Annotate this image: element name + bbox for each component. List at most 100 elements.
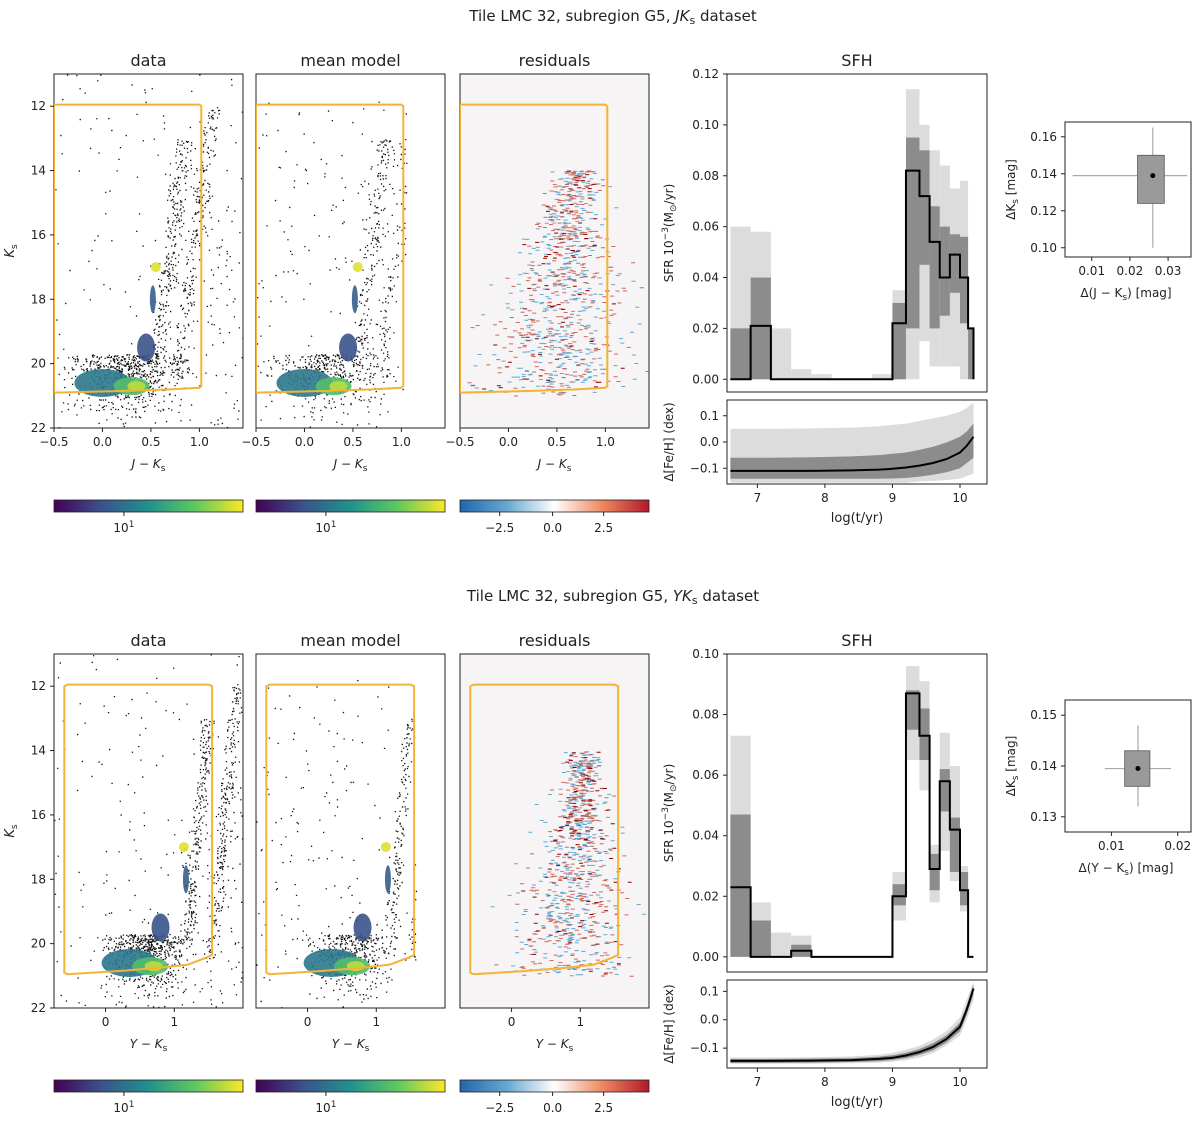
xlabel-band1: Y	[130, 1037, 139, 1051]
xlabel-band2: K	[357, 1037, 366, 1051]
sfr-band-inner	[968, 328, 974, 380]
colorbar-base: 10	[315, 521, 330, 535]
sfr-band-inner	[919, 708, 930, 760]
colorbar-residuals: −2.5 0.0 2.5	[459, 499, 650, 535]
colorbar-data: 101	[53, 1079, 244, 1115]
panel-title-dataset: JK	[672, 7, 690, 25]
x-tick-label: −0.5	[39, 435, 68, 449]
sfr-band-inner	[949, 817, 960, 873]
y-tick-label: 20	[31, 937, 46, 951]
cmd-title: residuals	[519, 631, 591, 650]
x-tick-label: 1.0	[190, 435, 209, 449]
age-x-tick-label: 9	[889, 1075, 897, 1089]
xlabel-band2: K	[155, 1037, 164, 1051]
sfr-y-tick-label: 0.06	[692, 220, 719, 234]
density-region	[351, 285, 358, 314]
errbox-ylabel-unit: [mag]	[1004, 736, 1018, 776]
sfh-frame	[726, 73, 988, 393]
x-tick-label: 0	[508, 1015, 516, 1029]
errbox-ylabel-text: ΔK	[1004, 203, 1018, 220]
feh-axes: −0.1 0.0 0.1 Δ[Fe/H] (dex) 7 8 9 10 log(t/yr)	[662, 399, 988, 526]
colorbar-base: 10	[113, 1101, 128, 1115]
colorbar-tick-label: 101	[315, 1100, 336, 1115]
sfr-ylabel-exp: −3	[661, 227, 671, 240]
errbox-x-tick-label: 0.01	[1078, 264, 1105, 278]
sfr-y-tick-label: 0.04	[692, 829, 719, 843]
xlabel-band2: K	[355, 457, 364, 471]
panel-title: Tile LMC 32, subregion G5, JKs dataset	[468, 7, 757, 27]
ylabel-band: K	[3, 828, 18, 838]
density-region	[151, 913, 170, 942]
selection-box	[256, 103, 405, 394]
cmd-frame	[53, 653, 244, 1009]
sfr-band-outer	[872, 374, 893, 380]
selection-box	[469, 683, 620, 976]
sfr-band-inner	[750, 277, 771, 380]
cmd-title: residuals	[519, 51, 591, 70]
xlabel-band2: K	[559, 457, 568, 471]
x-tick-label: 0	[304, 1015, 312, 1029]
sfr-y-tick-label: 0.02	[692, 889, 719, 903]
xlabel-sub: s	[569, 1044, 574, 1054]
sfh-frame	[726, 653, 988, 973]
sfr-y-tick-label: 0.08	[692, 708, 719, 722]
feh-line	[730, 988, 975, 1062]
panel-jks: Tile LMC 32, subregion G5, JKs datasetda…	[3, 7, 1192, 535]
x-tick-label: 0.5	[343, 435, 362, 449]
sfr-y-tick-label: 0.02	[692, 321, 719, 335]
panel-title-sub: s	[690, 14, 696, 27]
cmd-ylabel: Ks	[3, 244, 20, 258]
panel-title-end: dataset	[698, 587, 760, 605]
feh-y-tick-label: 0.0	[700, 435, 719, 449]
colorbar-bar	[255, 499, 446, 513]
colorbar-tick-label: 101	[113, 520, 134, 535]
sfh-axes: SFH 0.00 0.02 0.04 0.06 0.08 0.10 0.12 SFR 10−3(…	[661, 51, 988, 393]
cmd-content	[256, 101, 408, 428]
cmd-axes-data: data −0.5 0.0 0.5 1.0 J − Ks	[39, 51, 244, 474]
colorbar-base: 10	[315, 1101, 330, 1115]
colorbar-tick-label: 2.5	[594, 521, 613, 535]
error-box	[1137, 154, 1165, 204]
panel-title: Tile LMC 32, subregion G5, YKs dataset	[466, 587, 759, 607]
x-tick-label: 1	[576, 1015, 584, 1029]
colorbar-tick-label: −2.5	[485, 521, 514, 535]
xlabel-sub: s	[161, 464, 166, 474]
errbox-xlabel-text: Δ(Y − K	[1078, 861, 1125, 875]
y-tick-label: 18	[31, 872, 46, 886]
xlabel-minus: −	[339, 1037, 357, 1051]
xlabel-sub: s	[567, 464, 572, 474]
density-region	[329, 381, 348, 392]
x-tick-label: 0.0	[93, 435, 112, 449]
density-region	[127, 381, 146, 392]
feh-axes: −0.1 0.0 0.1 Δ[Fe/H] (dex) 7 8 9 10 log(t/yr)	[662, 979, 988, 1110]
y-tick-label: 16	[31, 808, 46, 822]
ylabel-sub: s	[10, 244, 20, 249]
cmd-xlabel: Y − Ks	[536, 1037, 574, 1054]
errbox-xlabel: Δ(J − Ks) [mag]	[1080, 286, 1171, 303]
errbox-xlabel: Δ(Y − Ks) [mag]	[1078, 861, 1173, 878]
feh-ylabel: Δ[Fe/H] (dex)	[662, 402, 676, 481]
feh-band-outer	[730, 981, 974, 1064]
selection-box	[265, 683, 416, 976]
sfr-y-tick-label: 0.08	[692, 169, 719, 183]
feh-frame	[726, 979, 988, 1069]
y-tick-label: 22	[31, 421, 46, 435]
errbox-y-tick-label: 0.13	[1030, 810, 1057, 824]
density-region	[178, 842, 189, 853]
feh-y-tick-label: 0.0	[700, 1013, 719, 1027]
sfr-band-inner	[892, 302, 906, 380]
sfr-band-outer	[791, 369, 812, 380]
colorbar-bar	[53, 499, 244, 513]
sfr-line	[730, 692, 974, 958]
selection-box	[63, 683, 214, 976]
errbox-y-tick-label: 0.15	[1030, 708, 1057, 722]
errbox-ylabel-unit: [mag]	[1004, 159, 1018, 199]
cmd-xlabel: J − Ks	[536, 457, 572, 474]
age-xlabel: log(t/yr)	[831, 511, 883, 526]
residual-negative	[470, 170, 642, 395]
cmd-frame	[459, 653, 650, 1009]
cmd-ylabel: Ks	[3, 824, 20, 838]
sfr-y-tick-label: 0.00	[692, 372, 719, 386]
